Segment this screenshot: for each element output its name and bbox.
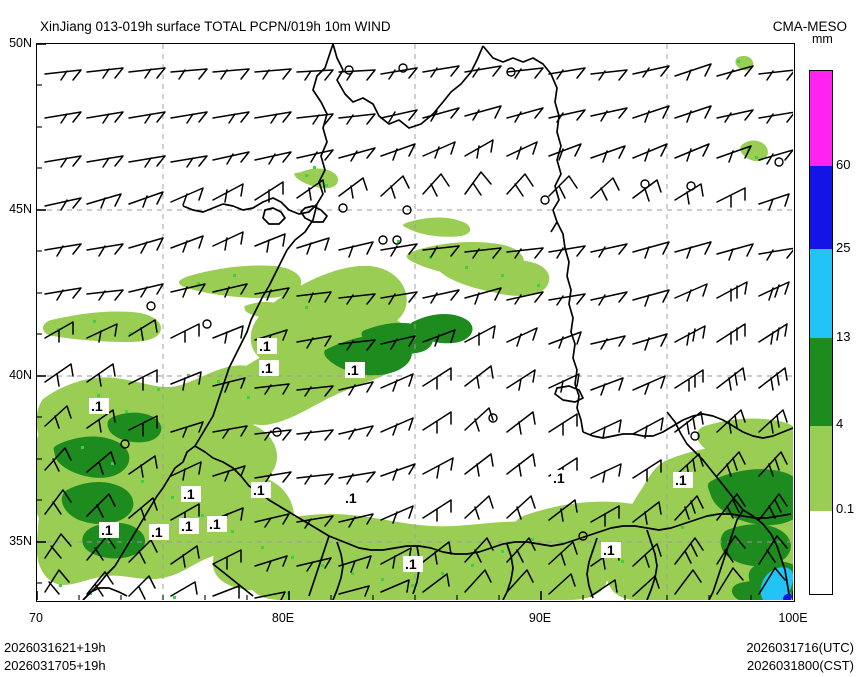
svg-text:.1: .1 [603,542,615,558]
svg-text:.1: .1 [405,556,417,572]
colorbar-tick-13: 13 [836,329,851,344]
colorbar[interactable] [809,70,833,595]
svg-text:.1: .1 [675,472,687,488]
wind-barb-field [44,63,793,600]
x-tick-label-70: 70 [29,611,43,625]
map-gridlines [37,44,793,600]
colorbar-band-magenta [810,71,832,166]
colorbar-tick-60: 60 [836,157,851,172]
model-label: CMA-MESO [772,19,847,34]
colorbar-band-light-green [810,426,832,511]
y-tick-label-40n: 40N [9,368,32,382]
svg-text:.1: .1 [345,490,357,506]
precip-band-blue [783,593,792,600]
svg-text:.1: .1 [181,518,193,534]
colorbar-band-white [810,511,832,594]
colorbar-band-blue [810,166,832,249]
footer-left: 2026031621+19h 2026031705+19h [4,639,106,675]
axis-ticks [37,44,793,600]
y-tick-label-35n: 35N [9,534,32,548]
page-title: XinJiang 013-019h surface TOTAL PCPN/019… [40,19,391,34]
y-tick-label-50n: 50N [9,36,32,50]
footer-right-line2: 2026031800(CST) [747,658,854,673]
svg-text:.1: .1 [101,522,113,538]
footer-right-line1: 2026031716(UTC) [746,640,854,655]
country-border-lines [82,44,793,600]
x-tick-label-100e: 100E [778,611,808,625]
colorbar-tick-4: 4 [836,416,844,431]
svg-text:.1: .1 [347,362,359,378]
precipitation-wind-map: .1 .1 .1 .1 .1 .1 .1 .1 .1 .1 .1 .1 .1 .… [37,44,793,600]
footer-left-line1: 2026031621+19h [4,640,106,655]
colorbar-tick-01: 0.1 [836,501,855,516]
y-tick-label-45n: 45N [9,202,32,216]
colorbar-band-cyan [810,249,832,338]
svg-text:.1: .1 [91,398,103,414]
footer-right: 2026031716(UTC) 2026031800(CST) [746,639,854,675]
x-tick-label-90e: 90E [528,611,552,625]
svg-text:.1: .1 [259,338,271,354]
x-tick-label-80e: 80E [271,611,295,625]
colorbar-tick-25: 25 [836,240,851,255]
footer-left-line2: 2026031705+19h [4,658,106,673]
colorbar-unit-label: mm [812,32,833,46]
svg-text:.1: .1 [151,524,163,540]
svg-text:.1: .1 [253,482,265,498]
svg-text:.1: .1 [209,516,221,532]
map-plot-area[interactable]: .1 .1 .1 .1 .1 .1 .1 .1 .1 .1 .1 .1 .1 .… [36,43,795,602]
svg-text:.1: .1 [183,486,195,502]
calm-wind-circles [120,63,784,541]
contour-label-group: .1 .1 .1 .1 .1 .1 .1 .1 .1 .1 .1 .1 .1 .… [89,338,693,572]
svg-text:.1: .1 [553,470,565,486]
svg-text:.1: .1 [261,360,273,376]
colorbar-band-dark-green [810,338,832,426]
